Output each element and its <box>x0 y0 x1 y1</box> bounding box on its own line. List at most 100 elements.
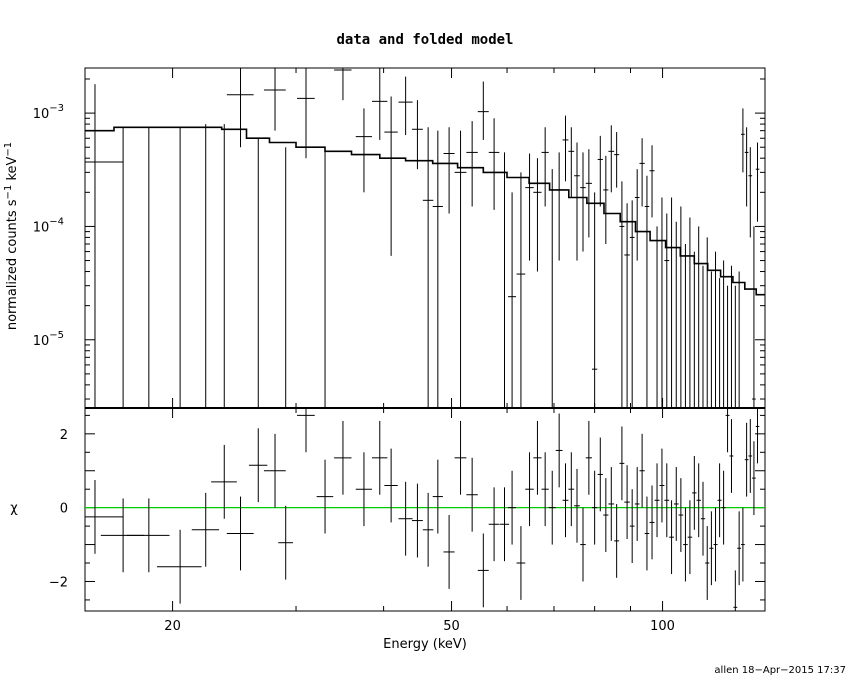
residual-point <box>568 452 575 527</box>
x-tick-label: 50 <box>443 619 460 634</box>
x-tick-labels: 20 50 100 <box>164 619 675 634</box>
data-point <box>466 121 478 207</box>
data-point <box>713 251 718 409</box>
y-tick-label: 10−5 <box>33 330 64 349</box>
residual-point <box>516 526 526 600</box>
data-point <box>432 130 443 408</box>
data-point <box>533 158 542 272</box>
data-point <box>278 147 293 409</box>
residual-point <box>562 463 569 538</box>
residual-point <box>654 463 660 538</box>
data-point <box>355 108 372 193</box>
data-point <box>555 152 563 261</box>
residual-point <box>454 420 467 495</box>
residual-point <box>466 457 478 532</box>
data-point <box>664 213 670 408</box>
residual-point <box>713 507 718 582</box>
residual-point <box>263 433 286 508</box>
top-y-axis-label: normalized counts s−1 keV−1 <box>3 142 20 330</box>
y-tick-label: −2 <box>49 575 68 590</box>
data-point <box>608 125 615 193</box>
data-point <box>585 149 592 238</box>
residual-point <box>687 500 693 575</box>
residual-point <box>499 487 510 562</box>
residual-point <box>384 448 398 523</box>
data-point <box>156 127 202 409</box>
residual-point <box>721 470 726 545</box>
y-tick-label: 10−4 <box>33 216 64 235</box>
residual-point <box>508 470 517 545</box>
residual-point <box>443 515 455 589</box>
residual-point <box>297 408 315 453</box>
model-step-line <box>85 126 765 296</box>
data-point <box>422 127 434 408</box>
data-point <box>687 217 693 409</box>
residual-point <box>126 498 170 573</box>
x-tick-label: 100 <box>650 619 675 634</box>
data-point <box>692 251 697 409</box>
data-point <box>568 127 575 198</box>
data-point <box>371 68 388 140</box>
residual-point <box>692 455 697 530</box>
residual-point <box>548 470 556 545</box>
residual-point <box>669 500 674 575</box>
data-point <box>752 226 756 408</box>
y-tick-label: 10−3 <box>33 103 64 122</box>
model-curve <box>85 126 765 296</box>
residual-point <box>371 420 388 495</box>
residual-point <box>624 465 630 540</box>
residual-point <box>211 444 237 519</box>
data-point <box>709 271 714 409</box>
residual-point <box>639 433 645 508</box>
data-point <box>541 127 549 207</box>
residual-point <box>541 452 549 527</box>
bottom-panel: 20−2 20 50 100 χ Energy (keV) <box>10 407 766 652</box>
data-point <box>525 153 534 261</box>
data-point <box>508 192 517 408</box>
residual-point <box>725 408 730 453</box>
residual-point <box>525 452 534 527</box>
data-point <box>548 169 556 409</box>
residual-point <box>591 470 598 545</box>
data-point <box>411 100 423 170</box>
residual-point <box>555 413 563 488</box>
residual-point <box>737 511 742 586</box>
residual-point <box>574 468 580 543</box>
footer-timestamp: allen 18−Apr−2015 17:37 <box>714 665 846 676</box>
x-tick-label: 20 <box>164 619 181 634</box>
residual-points <box>85 408 760 611</box>
residual-point <box>748 419 753 493</box>
residual-point <box>741 507 745 582</box>
residual-point <box>644 496 650 571</box>
residual-point <box>705 526 710 600</box>
data-point <box>614 132 620 188</box>
residual-point <box>477 533 489 608</box>
residual-point <box>603 478 609 552</box>
data-point <box>721 260 726 409</box>
data-point <box>574 142 580 261</box>
data-point <box>85 84 124 408</box>
residual-point <box>85 479 124 554</box>
data-point <box>634 169 640 261</box>
data-point <box>649 145 655 218</box>
data-point <box>297 68 315 159</box>
residual-point <box>411 483 423 558</box>
bottom-y-tick-labels: 2 0 −2 <box>49 428 68 591</box>
bottom-plot-frame <box>84 407 766 612</box>
residual-point <box>156 529 202 604</box>
residual-point <box>398 481 413 556</box>
data-point <box>744 127 749 207</box>
residual-point <box>191 492 220 567</box>
residual-point <box>614 503 620 578</box>
residual-point <box>278 505 293 580</box>
data-point <box>639 138 645 207</box>
data-point <box>477 81 489 140</box>
data-point <box>316 147 334 409</box>
data-point <box>624 203 630 408</box>
data-point <box>211 124 237 409</box>
residual-point <box>334 420 352 495</box>
top-y-tick-labels: 10−3 10−4 10−5 <box>33 103 64 349</box>
residual-point <box>629 489 635 564</box>
residual-point <box>619 426 625 501</box>
residual-point <box>226 496 254 571</box>
